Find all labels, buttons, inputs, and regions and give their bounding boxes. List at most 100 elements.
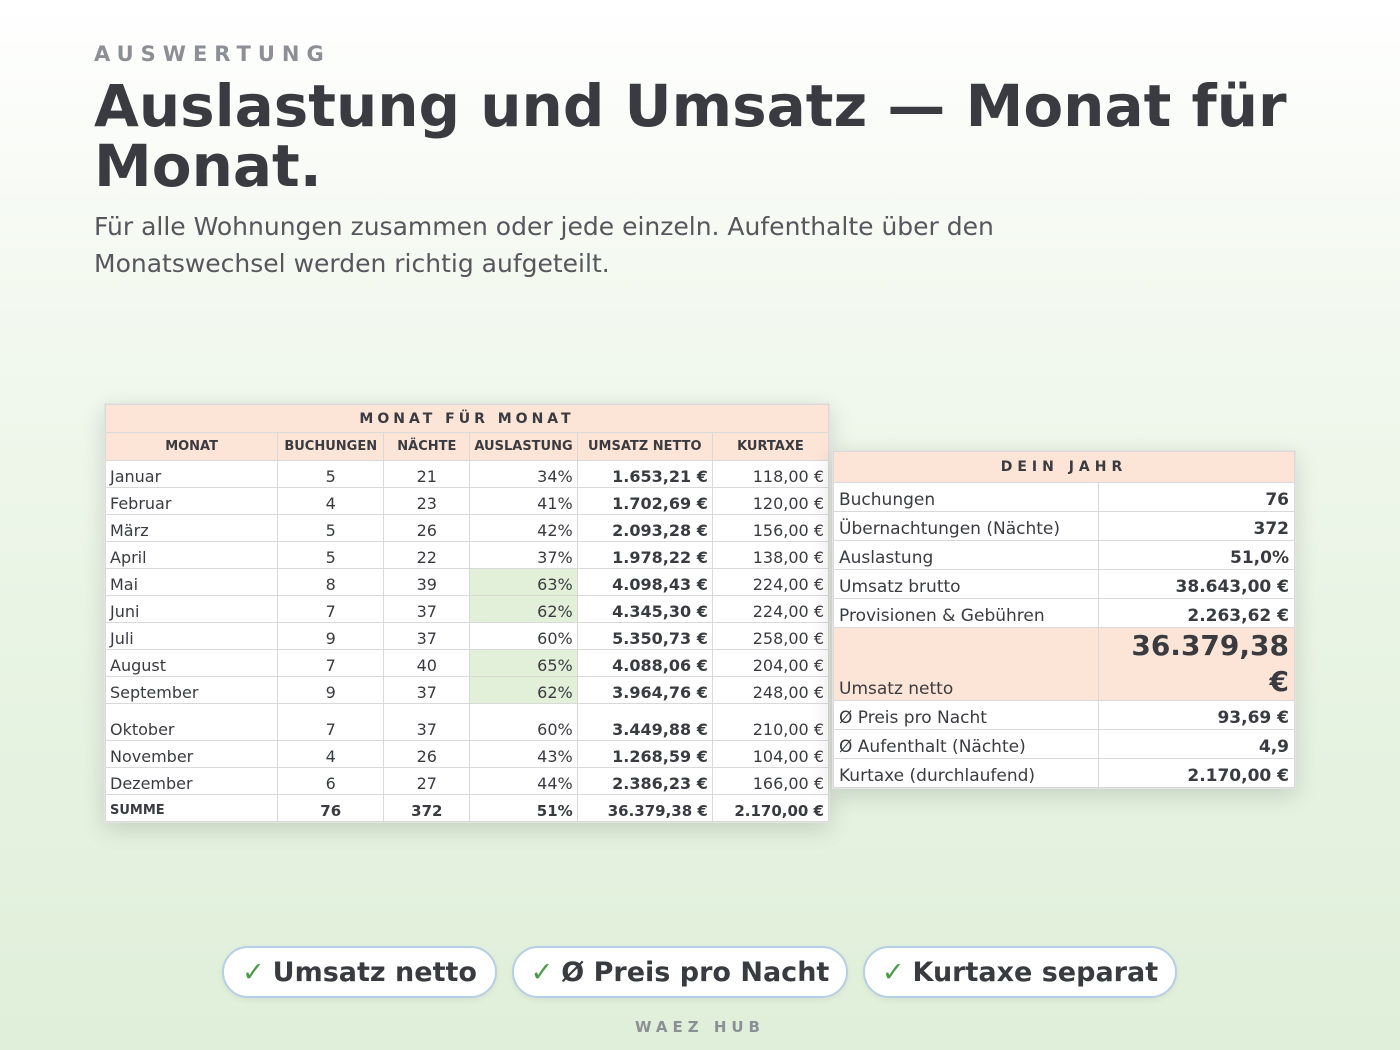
- month-cell: August: [104, 649, 279, 677]
- summary-label: Auslastung: [832, 540, 1100, 570]
- tax-cell: 104,00 €: [711, 740, 830, 768]
- bookings-cell: 4: [277, 740, 385, 768]
- occupancy-cell: 37%: [469, 541, 578, 569]
- summary-row: Ø Aufenthalt (Nächte) 4,9: [832, 729, 1295, 759]
- tax-cell: 156,00 €: [711, 514, 830, 542]
- nights-cell: 37: [383, 676, 471, 704]
- revenue-cell: 3.964,76 €: [576, 676, 713, 704]
- monthly-table-caption: MONAT FÜR MONAT: [105, 404, 829, 433]
- tax-cell: 224,00 €: [711, 568, 830, 596]
- summary-value: 51,0%: [1098, 540, 1295, 570]
- tax-cell: 204,00 €: [711, 649, 830, 677]
- revenue-cell: 2.093,28 €: [576, 514, 713, 542]
- monthly-table: MONAT FÜR MONAT MONAT BUCHUNGEN NÄCHTE A…: [104, 404, 830, 822]
- tax-cell: 210,00 €: [711, 703, 830, 741]
- month-cell: September: [104, 676, 279, 704]
- nights-cell: 27: [383, 767, 471, 795]
- occupancy-cell: 44%: [469, 767, 578, 795]
- summary-value: 36.379,38 €: [1098, 627, 1295, 701]
- month-cell: Januar: [104, 460, 279, 488]
- summary-value: 4,9: [1098, 729, 1295, 759]
- table-row: Oktober 7 37 60% 3.449,88 €210,00 €: [104, 703, 830, 741]
- tax-cell: 120,00 €: [711, 487, 830, 515]
- month-cell: November: [104, 740, 279, 768]
- page-title: Auslastung und Umsatz — Monat für Monat.: [94, 72, 1287, 200]
- occupancy-cell: 41%: [469, 487, 578, 515]
- summary-label: Buchungen: [832, 482, 1100, 512]
- revenue-cell: 4.088,06 €: [576, 649, 713, 677]
- summary-row: Ø Preis pro Nacht 93,69 €: [832, 700, 1295, 730]
- table-row: Februar 4 23 41% 1.702,69 €120,00 €: [104, 487, 830, 515]
- nights-cell: 37: [383, 703, 471, 741]
- column-header: BUCHUNGEN: [277, 432, 385, 461]
- summary-row: Auslastung 51,0%: [832, 540, 1295, 570]
- feature-pill-preis-pro-nacht: ✓ Ø Preis pro Nacht: [512, 946, 848, 998]
- feature-label: Umsatz netto: [272, 956, 477, 988]
- summary-value: 2.170,00 €: [1098, 758, 1295, 788]
- column-header: KURTAXE: [711, 432, 830, 461]
- summary-label: Umsatz brutto: [832, 569, 1100, 599]
- bookings-cell: 8: [277, 568, 385, 596]
- nights-cell: 37: [383, 622, 471, 650]
- nights-cell: 26: [383, 740, 471, 768]
- feature-label: Kurtaxe separat: [912, 956, 1159, 988]
- summary-value: 93,69 €: [1098, 700, 1295, 730]
- monthly-table-body: Januar 5 21 34% 1.653,21 €118,00 € Februar 4 23…: [104, 460, 830, 795]
- nights-cell: 21: [383, 460, 471, 488]
- table-row: Juni 7 37 62% 4.345,30 €224,00 €: [104, 595, 830, 623]
- summary-row: Provisionen & Gebühren 2.263,62 €: [832, 598, 1295, 628]
- feature-label: Ø Preis pro Nacht: [561, 956, 830, 988]
- sum-revenue: 36.379,38 €: [576, 794, 713, 822]
- bookings-cell: 5: [277, 541, 385, 569]
- summary-label: Umsatz netto: [832, 627, 1100, 701]
- revenue-cell: 3.449,88 €: [576, 703, 713, 741]
- bookings-cell: 7: [277, 649, 385, 677]
- nights-cell: 22: [383, 541, 471, 569]
- year-summary-table: DEIN JAHR Buchungen 76 Übernachtungen (Näc…: [832, 451, 1295, 788]
- occupancy-cell: 42%: [469, 514, 578, 542]
- feature-pill-umsatz-netto: ✓ Umsatz netto: [222, 946, 497, 998]
- sum-occupancy: 51%: [469, 794, 578, 822]
- summary-label: Ø Preis pro Nacht: [832, 700, 1100, 730]
- bookings-cell: 5: [277, 514, 385, 542]
- check-icon: ✓: [530, 956, 554, 988]
- sum-row: SUMME 76 372 51% 36.379,38 € 2.170,00 €: [104, 794, 830, 822]
- column-header: MONAT: [104, 432, 279, 461]
- tax-cell: 118,00 €: [711, 460, 830, 488]
- nights-cell: 26: [383, 514, 471, 542]
- column-header: AUSLASTUNG: [469, 432, 578, 461]
- column-header: UMSATZ NETTO: [576, 432, 713, 461]
- bookings-cell: 7: [277, 595, 385, 623]
- summary-label: Übernachtungen (Nächte): [832, 511, 1100, 541]
- revenue-cell: 1.978,22 €: [576, 541, 713, 569]
- revenue-cell: 1.653,21 €: [576, 460, 713, 488]
- nights-cell: 40: [383, 649, 471, 677]
- check-icon: ✓: [242, 956, 265, 988]
- occupancy-cell: 60%: [469, 703, 578, 741]
- footer-brand: WAEZ HUB: [635, 1018, 765, 1036]
- sum-label: SUMME: [104, 794, 279, 822]
- month-cell: April: [104, 541, 279, 569]
- sum-nights: 372: [383, 794, 471, 822]
- bookings-cell: 9: [277, 622, 385, 650]
- tax-cell: 248,00 €: [711, 676, 830, 704]
- bookings-cell: 9: [277, 676, 385, 704]
- summary-value: 38.643,00 €: [1098, 569, 1295, 599]
- summary-row: Umsatz brutto 38.643,00 €: [832, 569, 1295, 599]
- bookings-cell: 4: [277, 487, 385, 515]
- summary-value: 2.263,62 €: [1098, 598, 1295, 628]
- summary-label: Ø Aufenthalt (Nächte): [832, 729, 1100, 759]
- revenue-cell: 1.702,69 €: [576, 487, 713, 515]
- month-cell: Dezember: [104, 767, 279, 795]
- feature-pill-kurtaxe-separat: ✓ Kurtaxe separat: [863, 946, 1177, 998]
- occupancy-cell: 43%: [469, 740, 578, 768]
- table-row: September 9 37 62% 3.964,76 €248,00 €: [104, 676, 830, 704]
- month-cell: Juni: [104, 595, 279, 623]
- table-row: März 5 26 42% 2.093,28 €156,00 €: [104, 514, 830, 542]
- month-cell: März: [104, 514, 279, 542]
- tax-cell: 166,00 €: [711, 767, 830, 795]
- occupancy-cell: 62%: [469, 676, 578, 704]
- summary-label: Provisionen & Gebühren: [832, 598, 1100, 628]
- revenue-cell: 4.098,43 €: [576, 568, 713, 596]
- table-row: August 7 40 65% 4.088,06 €204,00 €: [104, 649, 830, 677]
